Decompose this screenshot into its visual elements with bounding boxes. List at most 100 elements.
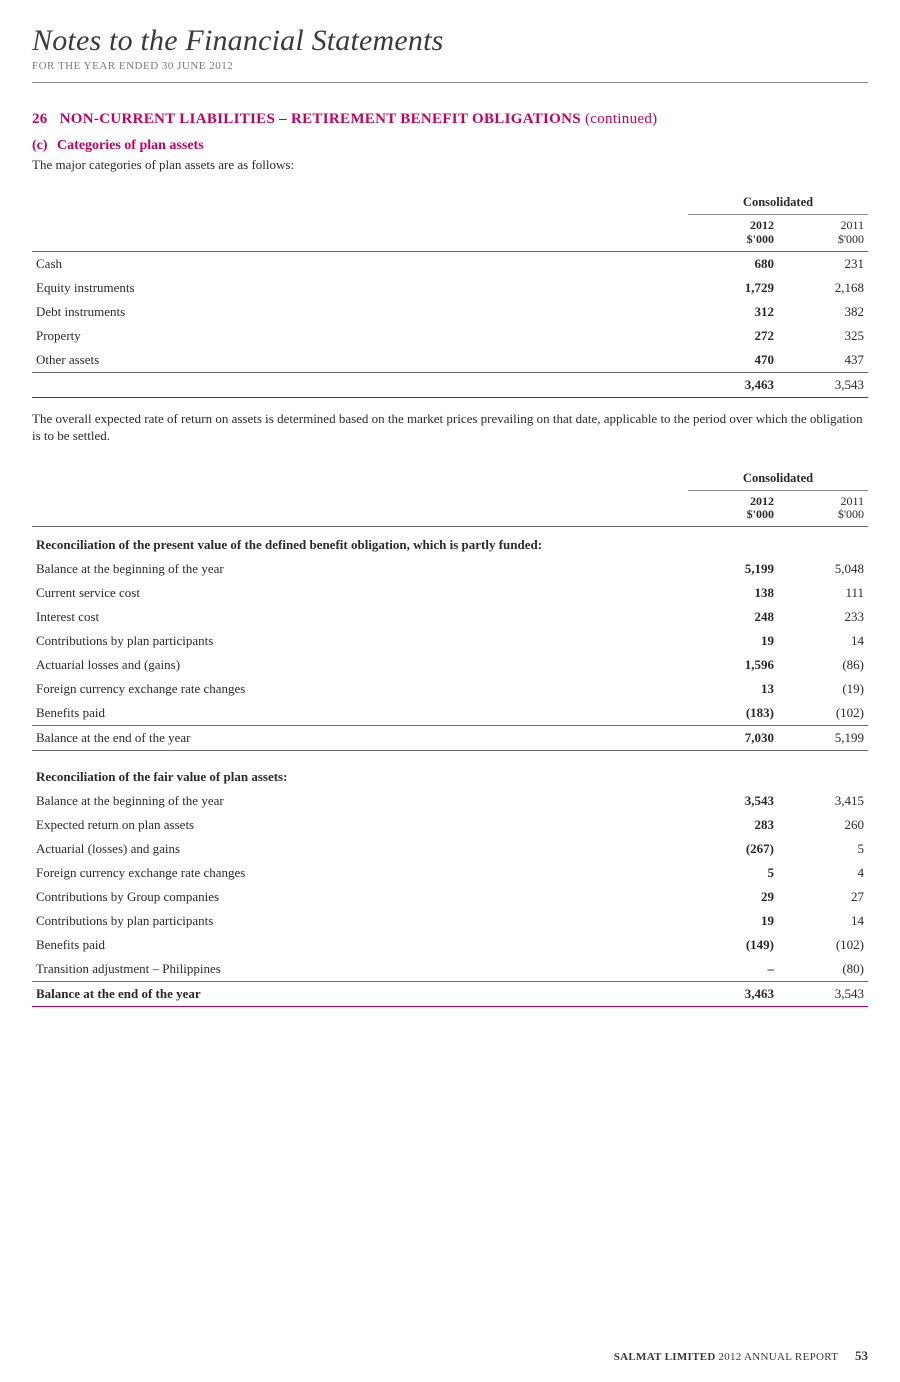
table1-total-2011: 3,543 — [778, 372, 868, 397]
consolidated-label-2: Consolidated — [688, 467, 868, 491]
recon-obligation-title: Reconciliation of the present value of t… — [32, 527, 868, 558]
row-2012: 1,596 — [688, 653, 778, 677]
table1-total-2012: 3,463 — [688, 372, 778, 397]
recon-b-end-2011: 3,543 — [778, 982, 868, 1007]
unit-2012: $'000 — [747, 507, 774, 521]
recon-b-end-label: Balance at the end of the year — [32, 982, 688, 1007]
row-2012: 13 — [688, 677, 778, 701]
table-row: Cash680231 — [32, 251, 868, 276]
row-2011: 260 — [778, 813, 868, 837]
plan-assets-table: Consolidated 2012 $'000 2011 $'000 Cash6… — [32, 191, 868, 398]
reconciliation-table: Consolidated 2012 $'000 2011 $'000 Recon… — [32, 467, 868, 1008]
row-label: Contributions by Group companies — [32, 885, 688, 909]
section-heading: 26 NON-CURRENT LIABILITIES – RETIREMENT … — [32, 111, 868, 128]
row-2011: 5 — [778, 837, 868, 861]
row-2011: 2,168 — [778, 276, 868, 300]
row-label: Benefits paid — [32, 933, 688, 957]
table-row: Contributions by plan participants1914 — [32, 909, 868, 933]
year-2011: 2011 — [840, 494, 864, 508]
row-2012: 312 — [688, 300, 778, 324]
table-row: Foreign currency exchange rate changes13… — [32, 677, 868, 701]
row-2011: (102) — [778, 933, 868, 957]
row-2011: 231 — [778, 251, 868, 276]
row-2012: 680 — [688, 251, 778, 276]
row-label: Transition adjustment – Philippines — [32, 957, 688, 982]
row-label: Expected return on plan assets — [32, 813, 688, 837]
row-2011: (86) — [778, 653, 868, 677]
recon-assets-title: Reconciliation of the fair value of plan… — [32, 759, 868, 789]
footer-report: 2012 ANNUAL REPORT — [718, 1351, 838, 1363]
row-2011: 5,048 — [778, 557, 868, 581]
row-2011: 111 — [778, 581, 868, 605]
row-label: Foreign currency exchange rate changes — [32, 677, 688, 701]
footer-page: 53 — [855, 1348, 868, 1363]
table-row: Foreign currency exchange rate changes54 — [32, 861, 868, 885]
recon-a-end-label: Balance at the end of the year — [32, 726, 688, 751]
table-row: Balance at the beginning of the year3,54… — [32, 789, 868, 813]
row-label: Foreign currency exchange rate changes — [32, 861, 688, 885]
year-2012: 2012 — [750, 218, 774, 232]
row-2011: 14 — [778, 909, 868, 933]
unit-2011: $'000 — [838, 232, 864, 246]
row-label: Contributions by plan participants — [32, 909, 688, 933]
row-label: Other assets — [32, 348, 688, 373]
year-2012: 2012 — [750, 494, 774, 508]
unit-2011: $'000 — [838, 507, 864, 521]
table-row: Current service cost138111 — [32, 581, 868, 605]
page-footer: SALMAT LIMITED 2012 ANNUAL REPORT 53 — [614, 1348, 868, 1364]
table-row: Benefits paid(183)(102) — [32, 701, 868, 726]
row-label: Actuarial (losses) and gains — [32, 837, 688, 861]
row-2012: 283 — [688, 813, 778, 837]
row-label: Property — [32, 324, 688, 348]
row-2011: 437 — [778, 348, 868, 373]
row-2012: 19 — [688, 629, 778, 653]
page-title: Notes to the Financial Statements — [32, 24, 868, 58]
row-label: Cash — [32, 251, 688, 276]
year-2011: 2011 — [840, 218, 864, 232]
subsection-heading: (c) Categories of plan assets — [32, 138, 868, 154]
row-2012: 1,729 — [688, 276, 778, 300]
row-label: Current service cost — [32, 581, 688, 605]
row-2012: (183) — [688, 701, 778, 726]
row-2011: 14 — [778, 629, 868, 653]
row-2012: 5 — [688, 861, 778, 885]
table-row: Balance at the beginning of the year5,19… — [32, 557, 868, 581]
row-label: Actuarial losses and (gains) — [32, 653, 688, 677]
row-2011: 4 — [778, 861, 868, 885]
row-label: Balance at the beginning of the year — [32, 789, 688, 813]
row-2012: 470 — [688, 348, 778, 373]
table-row: Actuarial (losses) and gains(267)5 — [32, 837, 868, 861]
row-2011: 233 — [778, 605, 868, 629]
row-2011: (102) — [778, 701, 868, 726]
row-2011: 27 — [778, 885, 868, 909]
row-2012: 3,543 — [688, 789, 778, 813]
row-2012: 138 — [688, 581, 778, 605]
table-row: Property272325 — [32, 324, 868, 348]
table-row: Debt instruments312382 — [32, 300, 868, 324]
unit-2012: $'000 — [747, 232, 774, 246]
table-row: Equity instruments1,7292,168 — [32, 276, 868, 300]
table-row: Contributions by Group companies2927 — [32, 885, 868, 909]
row-2012: 248 — [688, 605, 778, 629]
recon-a-end-2011: 5,199 — [778, 726, 868, 751]
consolidated-label: Consolidated — [688, 191, 868, 215]
row-2012: 272 — [688, 324, 778, 348]
footer-company: SALMAT LIMITED — [614, 1351, 716, 1363]
row-2012: 29 — [688, 885, 778, 909]
section-number: 26 — [32, 111, 48, 128]
table-row: Benefits paid(149)(102) — [32, 933, 868, 957]
section-title: NON-CURRENT LIABILITIES – RETIREMENT BEN… — [60, 111, 581, 127]
explanatory-paragraph: The overall expected rate of return on a… — [32, 410, 868, 445]
recon-a-end-2012: 7,030 — [688, 726, 778, 751]
row-label: Interest cost — [32, 605, 688, 629]
row-2011: 325 — [778, 324, 868, 348]
subsection-title: Categories of plan assets — [57, 138, 204, 153]
table-row: Actuarial losses and (gains)1,596(86) — [32, 653, 868, 677]
row-2012: 19 — [688, 909, 778, 933]
row-label: Benefits paid — [32, 701, 688, 726]
table-row: Contributions by plan participants1914 — [32, 629, 868, 653]
row-2011: 382 — [778, 300, 868, 324]
page-subtitle: FOR THE YEAR ENDED 30 JUNE 2012 — [32, 60, 868, 83]
table-row: Transition adjustment – Philippines–(80) — [32, 957, 868, 982]
row-2012: 5,199 — [688, 557, 778, 581]
